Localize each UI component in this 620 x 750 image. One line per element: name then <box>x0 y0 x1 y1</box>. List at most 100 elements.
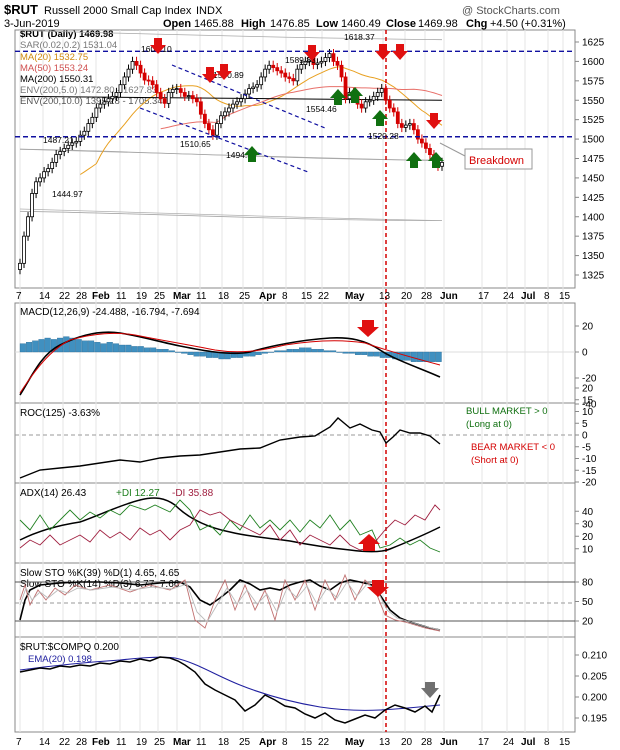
envelope-upper-5 <box>19 29 443 41</box>
date-label: 18 <box>218 737 230 748</box>
macd-hist-bar <box>261 351 268 354</box>
symbol: $RUT <box>4 2 38 17</box>
candle-body <box>263 68 268 78</box>
candle-body <box>34 181 38 194</box>
date-label: 8 <box>282 291 288 302</box>
candle-body <box>223 111 227 117</box>
date-label: 14 <box>39 291 51 302</box>
stoch-label-2: Slow STO %K(14) %D(3) 6.77, 7.66 <box>20 579 180 590</box>
date-label: 25 <box>239 737 251 748</box>
annotation-1589: 1589.83 <box>285 55 316 65</box>
legend-ma20: MA(20) 1532.75 <box>20 52 88 63</box>
tick-label: 5 <box>582 419 588 430</box>
roc-label: ROC(125) -3.63% <box>20 408 100 419</box>
macd-hist-bar <box>181 351 188 354</box>
candle-body <box>82 130 87 136</box>
price-y-axis: 1325 1350 1375 1400 1425 1450 1475 1500 1525 1550… <box>575 38 605 282</box>
date-axis-bottom: 7 14 22 28 Feb 11 19 25 Mar 11 18 25 Apr 8 15 22 May 13 20… <box>16 737 571 748</box>
price-tick-label: 1450 <box>582 173 605 184</box>
breakdown-box <box>464 148 533 170</box>
envelope-lines <box>19 29 443 222</box>
annotation-1487: 1487.21 <box>43 135 74 145</box>
macd-hist-bar <box>81 340 88 353</box>
macd-hist-bar <box>75 339 82 353</box>
open-value: 1465.88 <box>194 18 234 30</box>
ratio-ema-line <box>19 656 441 711</box>
breakdown-pointer <box>439 142 466 157</box>
candle-body <box>339 64 344 78</box>
candle-body <box>391 107 396 113</box>
candle-body <box>275 67 280 72</box>
date-label: Mar <box>173 737 191 748</box>
candle-body <box>206 123 211 131</box>
macd-hist-bar <box>342 351 349 354</box>
date-label: 25 <box>239 291 251 302</box>
candle-body <box>90 116 95 124</box>
high-label: High <box>241 18 266 30</box>
adx-plus-di-label: +DI 12.27 <box>116 488 160 499</box>
macd-hist-bar <box>32 340 39 353</box>
chg-label: Chg <box>466 18 487 30</box>
macd-hist-bar <box>429 351 436 362</box>
candle-body <box>287 76 292 79</box>
stoch-y-axis: 20 50 80 <box>575 578 594 628</box>
macd-y-axis: -40 -20 0 20 <box>575 322 597 411</box>
macd-hist-bar <box>193 351 200 357</box>
candle-body <box>118 84 123 93</box>
candle-body <box>126 68 131 78</box>
candle-body <box>235 101 239 105</box>
ratio-line <box>19 656 441 724</box>
buy-arrow-icon <box>347 87 363 103</box>
candle-body <box>415 129 420 140</box>
annotation-1618: 1618.37 <box>344 32 375 42</box>
tick-label: 0.200 <box>582 693 607 704</box>
macd-hist-bar <box>143 347 150 353</box>
index-name: Russell 2000 Small Cap Index <box>44 5 192 17</box>
date-label: 7 <box>16 737 22 748</box>
date-label: 28 <box>421 291 433 302</box>
close-label: Close <box>386 18 416 30</box>
sell-arrow-icon <box>150 38 166 54</box>
candle-body <box>98 103 103 109</box>
date-label: 25 <box>154 737 166 748</box>
price-tick-label: 1400 <box>582 212 605 223</box>
legend-sar: SAR(0.02,0.2) 1531.04 <box>20 40 117 51</box>
candle-body <box>70 142 75 146</box>
price-tick-label: 1350 <box>582 251 605 262</box>
candle-body <box>130 61 135 70</box>
date-label: 11 <box>196 737 207 748</box>
sell-arrow-icon <box>202 67 218 83</box>
date-label: 8 <box>544 737 550 748</box>
date-label: 24 <box>503 291 515 302</box>
date-label: Jun <box>440 291 458 302</box>
tick-label: 15 <box>582 395 594 406</box>
macd-hist-bar <box>199 351 206 357</box>
ratio-gray-arrow <box>421 682 439 698</box>
tick-label: -15 <box>582 466 597 477</box>
candle-body <box>440 161 444 167</box>
macd-hist-bar <box>323 350 330 353</box>
macd-hist-bar <box>168 350 175 353</box>
macd-hist-bar <box>69 337 76 353</box>
envelope-lower-10 <box>19 208 443 222</box>
price-tick-label: 1475 <box>582 154 605 165</box>
date-label: 28 <box>76 737 88 748</box>
tick-label: 20 <box>582 384 594 395</box>
candle-body <box>399 123 404 128</box>
macd-hist-bar <box>348 351 355 354</box>
macd-hist-bar <box>280 350 287 353</box>
candle-body <box>106 98 111 103</box>
date-label: 13 <box>379 737 391 748</box>
candle-body <box>407 123 412 126</box>
macd-hist-bar <box>106 342 113 353</box>
candle-body <box>18 262 22 270</box>
macd-hist-bar <box>137 346 144 353</box>
macd-hist-bar <box>286 349 293 353</box>
macd-hist-bar <box>131 346 138 353</box>
sell-arrow-icon <box>216 64 232 80</box>
macd-label: MACD(12,26,9) -24.488, -16.794, -7.694 <box>20 307 200 318</box>
date-label: 22 <box>318 291 330 302</box>
tick-label: 10 <box>582 407 594 418</box>
candle-body <box>38 177 42 183</box>
